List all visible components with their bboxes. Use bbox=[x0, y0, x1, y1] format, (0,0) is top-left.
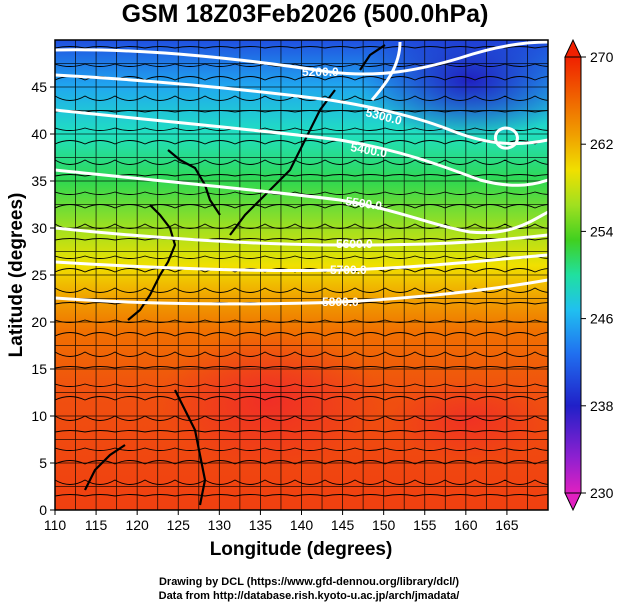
coastlines bbox=[84, 44, 386, 506]
coastline-sakhalin bbox=[359, 44, 386, 71]
colorbar-tick-label: 246 bbox=[590, 311, 614, 327]
x-tick-label: 140 bbox=[290, 517, 314, 533]
contour-line-5300 bbox=[55, 73, 548, 146]
colorbar-ticks: 230 238 246 254 262 270 bbox=[581, 49, 614, 501]
colorbar-tick-label: 262 bbox=[590, 136, 614, 152]
x-tick-label: 130 bbox=[208, 517, 232, 533]
y-axis-ticks: 0 5 10 15 20 25 30 35 40 45 bbox=[31, 79, 55, 518]
credit-drawing: Drawing by DCL (https://www.gfd-dennou.o… bbox=[159, 576, 459, 588]
colorbar-top-arrow bbox=[564, 38, 582, 58]
contour-label-5600: 5600.0 bbox=[336, 237, 373, 251]
wind-streamlines bbox=[55, 46, 565, 515]
x-tick-label: 115 bbox=[85, 517, 108, 533]
x-tick-label: 135 bbox=[249, 517, 273, 533]
contour-line-5600 bbox=[55, 226, 548, 247]
y-tick-label: 20 bbox=[31, 314, 47, 330]
low-center-contour bbox=[494, 126, 519, 150]
streamline bbox=[55, 238, 548, 241]
colorbar-bottom-arrow bbox=[564, 492, 582, 512]
streamline bbox=[55, 223, 548, 229]
streamline bbox=[55, 447, 548, 451]
contour-line-5200 bbox=[55, 40, 548, 76]
coastline-borneo bbox=[84, 444, 126, 491]
streamline bbox=[55, 430, 548, 433]
height-contours bbox=[55, 40, 548, 306]
contour-label-5200: 5200.0 bbox=[302, 65, 339, 79]
coastline-japan bbox=[229, 89, 336, 236]
streamline bbox=[55, 332, 548, 337]
y-tick-label: 45 bbox=[31, 79, 47, 95]
plot-area: 5200.0 5300.0 5400.0 5500.0 5600.0 5700.… bbox=[55, 40, 565, 515]
streamline bbox=[55, 174, 548, 177]
x-tick-label: 150 bbox=[372, 517, 396, 533]
colorbar-tick-label: 270 bbox=[590, 49, 614, 65]
streamline bbox=[55, 95, 548, 101]
streamline bbox=[55, 76, 548, 81]
contour-label-5400: 5400.0 bbox=[349, 140, 388, 160]
streamline bbox=[55, 383, 548, 387]
warm-shading-west bbox=[160, 330, 380, 470]
streamline bbox=[55, 159, 548, 165]
streamline bbox=[55, 140, 548, 145]
streamline bbox=[55, 479, 548, 485]
y-tick-label: 25 bbox=[31, 267, 47, 283]
coastline-korea bbox=[167, 149, 221, 216]
x-tick-label: 120 bbox=[125, 517, 149, 533]
x-tick-label: 125 bbox=[167, 517, 191, 533]
x-tick-label: 145 bbox=[331, 517, 355, 533]
trough-contour bbox=[370, 41, 402, 101]
colorbar-scale bbox=[564, 56, 582, 494]
streamline bbox=[55, 415, 548, 421]
streamline bbox=[55, 204, 548, 209]
y-tick-label: 15 bbox=[31, 361, 47, 377]
streamline bbox=[55, 366, 548, 369]
y-tick-label: 40 bbox=[31, 126, 47, 142]
x-tick-label: 160 bbox=[454, 517, 478, 533]
streamline bbox=[55, 460, 548, 465]
y-tick-label: 5 bbox=[39, 455, 47, 471]
x-axis-label: Longitude (degrees) bbox=[210, 539, 393, 560]
coastline-philippines bbox=[174, 389, 207, 506]
streamline bbox=[55, 46, 548, 49]
streamline bbox=[55, 319, 548, 323]
contour-label-5800: 5800.0 bbox=[322, 295, 359, 309]
colorbar-tick-label: 254 bbox=[590, 223, 614, 239]
contour-line-5400 bbox=[55, 108, 548, 187]
x-tick-label: 165 bbox=[495, 517, 519, 533]
contour-line-5500 bbox=[55, 168, 548, 235]
coastline-china bbox=[127, 204, 177, 321]
streamline bbox=[55, 351, 548, 357]
y-tick-label: 0 bbox=[39, 502, 47, 518]
contour-line-5800 bbox=[55, 278, 548, 306]
x-tick-label: 110 bbox=[44, 517, 67, 533]
streamline bbox=[55, 63, 548, 67]
warm-shading-east bbox=[390, 380, 548, 460]
contour-label-5500: 5500.0 bbox=[345, 194, 384, 213]
contour-label-5700: 5700.0 bbox=[330, 263, 367, 277]
colorbar-tick-label: 230 bbox=[590, 485, 614, 501]
y-tick-label: 35 bbox=[31, 173, 47, 189]
y-axis-label: Latitude (degrees) bbox=[6, 193, 27, 358]
streamline bbox=[55, 494, 548, 497]
colorbar-tick-label: 238 bbox=[590, 398, 614, 414]
y-tick-label: 10 bbox=[31, 408, 47, 424]
colorbar: 230 238 246 254 262 270 bbox=[564, 38, 614, 512]
streamline bbox=[55, 255, 548, 259]
contour-labels: 5200.0 5300.0 5400.0 5500.0 5600.0 5700.… bbox=[302, 65, 404, 309]
contour-line-5700 bbox=[55, 253, 548, 273]
y-tick-label: 30 bbox=[31, 220, 47, 236]
streamline bbox=[55, 268, 548, 273]
x-axis-ticks: 110 115 120 125 130 135 140 145 150 155 160 165 bbox=[44, 510, 519, 533]
credit-data: Data from http://database.rish.kyoto-u.a… bbox=[159, 590, 460, 602]
map-title: GSM 18Z03Feb2026 (500.0hPa) bbox=[122, 0, 489, 28]
streamline bbox=[55, 396, 548, 401]
streamline bbox=[55, 191, 548, 195]
streamline bbox=[55, 512, 565, 515]
streamline bbox=[55, 110, 548, 113]
x-tick-label: 155 bbox=[413, 517, 437, 533]
